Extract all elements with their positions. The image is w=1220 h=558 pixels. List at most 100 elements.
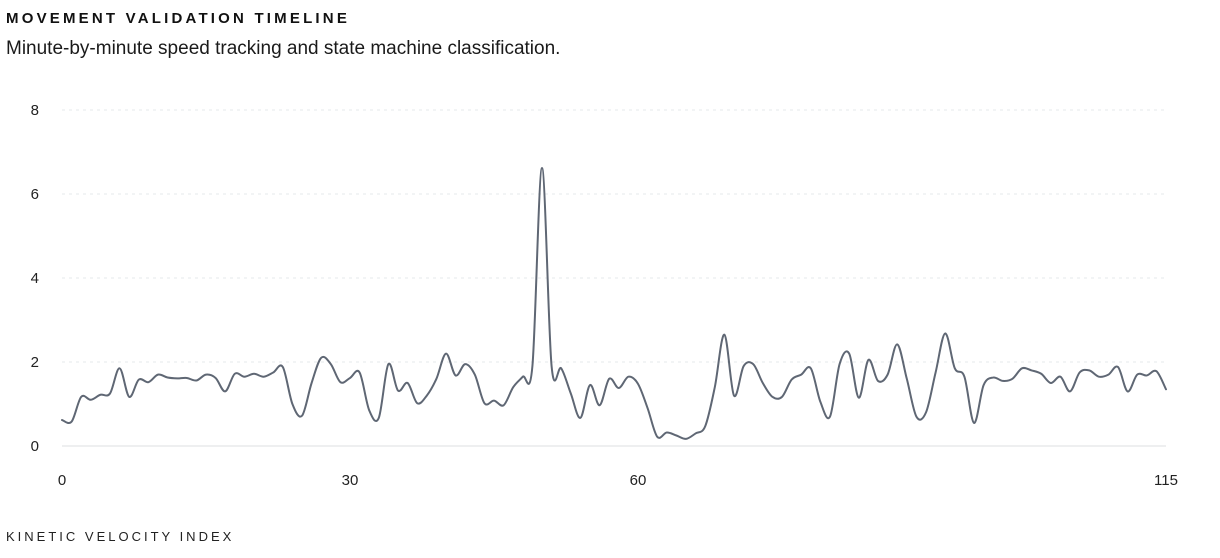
data-point <box>1165 388 1167 390</box>
data-point <box>877 380 879 382</box>
data-point <box>579 417 581 419</box>
y-tick-label: 2 <box>31 354 39 371</box>
data-point <box>647 407 649 409</box>
data-point <box>483 402 485 404</box>
data-point <box>407 382 409 384</box>
data-point <box>1079 372 1081 374</box>
data-point <box>311 382 313 384</box>
data-point <box>599 404 601 406</box>
data-point <box>435 378 437 380</box>
data-point <box>109 393 111 395</box>
data-point <box>282 366 284 368</box>
data-point <box>800 374 802 376</box>
data-point <box>791 379 793 381</box>
data-point <box>839 363 841 365</box>
x-axis-ticks: 0 30 60 115 <box>58 472 1178 489</box>
data-point <box>224 390 226 392</box>
data-point <box>176 377 178 379</box>
data-point <box>90 399 92 401</box>
gridlines <box>62 109 1166 363</box>
x-tick-label: 60 <box>630 472 647 489</box>
data-point <box>167 377 169 379</box>
data-point <box>829 416 831 418</box>
data-point <box>1127 390 1129 392</box>
data-point <box>157 374 159 376</box>
data-point <box>819 401 821 403</box>
data-point <box>915 416 917 418</box>
data-point <box>848 353 850 355</box>
data-point <box>263 376 265 378</box>
data-point <box>1117 366 1119 368</box>
data-point <box>512 386 514 388</box>
data-point <box>685 438 687 440</box>
data-point <box>637 383 639 385</box>
data-point <box>493 400 495 402</box>
data-point <box>1098 376 1100 378</box>
data-point <box>147 381 149 383</box>
data-point <box>474 374 476 376</box>
data-point <box>810 367 812 369</box>
data-point <box>733 395 735 397</box>
data-point <box>330 363 332 365</box>
data-point <box>925 411 927 413</box>
series-layer <box>61 166 1167 440</box>
data-point <box>1050 382 1052 384</box>
data-point <box>378 417 380 419</box>
data-point <box>858 397 860 399</box>
data-point <box>291 403 293 405</box>
y-tick-label: 0 <box>31 438 39 455</box>
data-point <box>887 374 889 376</box>
data-point <box>551 365 553 367</box>
data-point <box>138 379 140 381</box>
data-point <box>656 436 658 438</box>
data-point <box>983 384 985 386</box>
data-point <box>397 390 399 392</box>
data-point <box>445 353 447 355</box>
data-point <box>714 386 716 388</box>
data-point <box>522 376 524 378</box>
chart-title: MOVEMENT VALIDATION TIMELINE <box>6 10 351 27</box>
x-tick-label: 0 <box>58 472 66 489</box>
data-point <box>301 415 303 417</box>
data-point <box>704 425 706 427</box>
data-point <box>608 378 610 380</box>
data-point <box>1136 374 1138 376</box>
data-point <box>560 367 562 369</box>
data-point <box>963 376 965 378</box>
data-point <box>205 374 207 376</box>
data-point <box>867 359 869 361</box>
x-tick-label: 30 <box>342 472 359 489</box>
data-point <box>666 432 668 434</box>
data-point <box>1002 380 1004 382</box>
data-point <box>1155 370 1157 372</box>
data-point <box>743 365 745 367</box>
data-point <box>272 372 274 374</box>
data-point <box>771 396 773 398</box>
y-tick-label: 8 <box>31 102 39 119</box>
line-chart: 0 2 4 6 8 0 30 60 115 <box>31 102 1178 489</box>
y-tick-label: 4 <box>31 270 39 287</box>
data-point <box>752 363 754 365</box>
data-point <box>368 409 370 411</box>
y-axis-ticks: 0 2 4 6 8 <box>31 102 39 455</box>
data-point <box>906 378 908 380</box>
chart-subtitle: Minute-by-minute speed tracking and stat… <box>6 38 561 59</box>
data-point <box>944 332 946 334</box>
data-point <box>80 396 82 398</box>
series-line <box>61 166 1167 440</box>
data-point <box>195 379 197 381</box>
data-point <box>253 373 255 375</box>
data-point <box>675 435 677 437</box>
x-tick-label: 115 <box>1154 472 1178 489</box>
data-point <box>387 363 389 365</box>
data-point <box>359 372 361 374</box>
data-point <box>416 402 418 404</box>
data-point <box>618 387 620 389</box>
data-point <box>935 372 937 374</box>
data-point <box>99 394 101 396</box>
data-point <box>243 376 245 378</box>
data-point <box>215 377 217 379</box>
data-point <box>1069 390 1071 392</box>
data-point <box>320 357 322 359</box>
data-point <box>954 367 956 369</box>
